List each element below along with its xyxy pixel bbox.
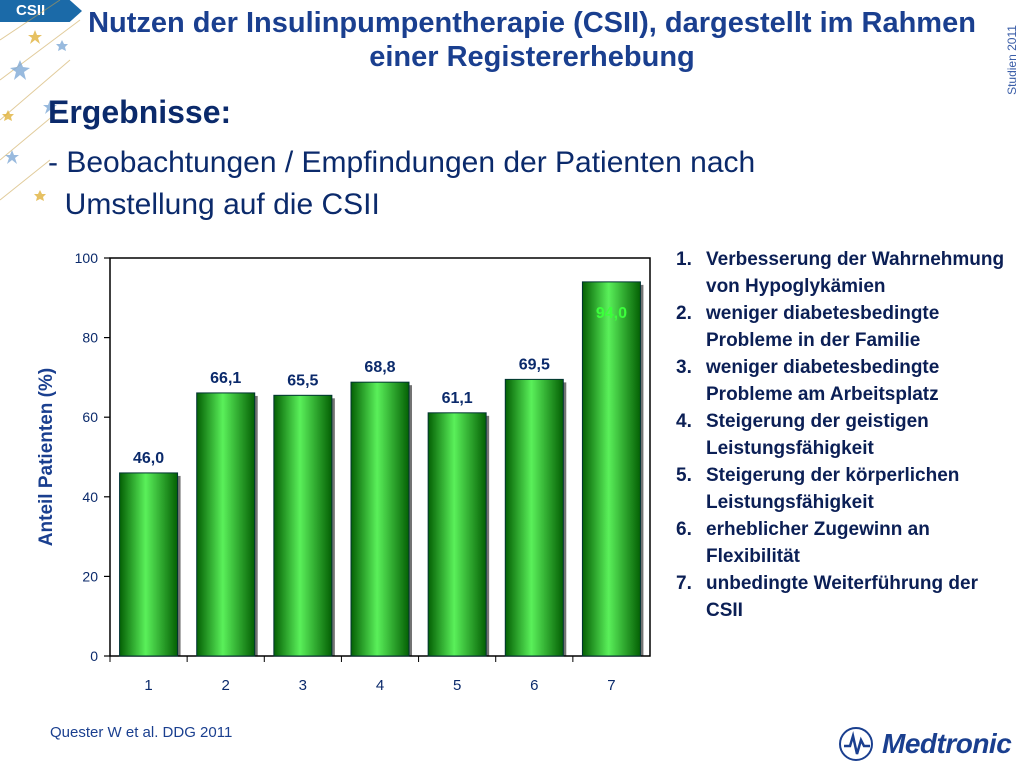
x-tick-label: 5 — [453, 677, 461, 694]
medtronic-logo: Medtronic — [836, 724, 1012, 764]
x-tick-label: 2 — [222, 677, 230, 694]
bar — [350, 381, 410, 657]
medtronic-logo-text: Medtronic — [882, 728, 1012, 759]
side-label-text: Studien 2011 — [1005, 25, 1019, 95]
medtronic-logo-icon — [839, 727, 873, 761]
bar-value-label: 94,0 — [596, 305, 627, 322]
legend-item: 4. Steigerung der geistigen Leistungsfähi… — [676, 408, 1006, 462]
bar-value-label: 68,8 — [364, 359, 395, 376]
legend-item-number: 3. — [676, 357, 692, 378]
legend-item-number: 1. — [676, 249, 692, 270]
x-tick-label: 1 — [144, 677, 152, 694]
bar-value-label: 61,1 — [442, 390, 473, 407]
bar-value-label: 66,1 — [210, 370, 241, 387]
bar — [196, 392, 256, 657]
bar-value-label: 69,5 — [519, 356, 550, 373]
bar-value-label: 46,0 — [133, 450, 164, 467]
y-tick-label: 0 — [90, 648, 98, 664]
y-axis-label: Anteil Patienten (%) — [36, 368, 57, 546]
y-tick-label: 40 — [82, 489, 98, 505]
y-tick-label: 20 — [82, 568, 98, 584]
bar — [273, 394, 333, 657]
source-citation: Quester W et al. DDG 2011 — [50, 724, 233, 741]
y-tick-label: 100 — [75, 250, 99, 266]
bar — [427, 412, 487, 657]
bar-chart: 0 20 40 60 80 100 Anteil Patienten (%) 46,0 1 66,… — [36, 250, 651, 694]
legend-item: 1. Verbesserung der Wahrnehmung von Hypog… — [676, 246, 1006, 300]
legend-item-number: 6. — [676, 519, 692, 540]
x-tick-label: 6 — [530, 677, 538, 694]
subheading-text: - Beobachtungen / Empfindungen der Patie… — [48, 146, 756, 221]
legend-item-text: Steigerung der geistigen Leistungsfähigk… — [706, 411, 929, 459]
category-legend: 1. Verbesserung der Wahrnehmung von Hypog… — [676, 246, 1006, 624]
bar — [119, 472, 179, 657]
legend-item: 5. Steigerung der körperlichen Leistungsf… — [676, 462, 1006, 516]
x-tick-label: 4 — [376, 677, 384, 694]
legend-item-text: Steigerung der körperlichen Leistungsfäh… — [706, 465, 960, 513]
legend-item: 3. weniger diabetesbedingte Probleme am … — [676, 354, 1006, 408]
legend-item-number: 2. — [676, 303, 692, 324]
bar — [504, 378, 564, 657]
section-heading: Ergebnisse: — [48, 94, 232, 130]
bar — [581, 281, 641, 657]
legend-item-number: 7. — [676, 573, 692, 594]
legend-item-text: unbedingte Weiterführung der CSII — [706, 573, 978, 621]
legend-item-number: 4. — [676, 411, 692, 432]
legend-item-text: erheblicher Zugewinn an Flexibilität — [706, 519, 930, 567]
legend-item: 7. unbedingte Weiterführung der CSII — [676, 570, 1006, 624]
legend-item: 6. erheblicher Zugewinn an Flexibilität — [676, 516, 1006, 570]
side-label: Studien 2011 — [1002, 10, 1022, 110]
slide-title: Nutzen der Insulinpumpentherapie (CSII),… — [88, 7, 976, 73]
x-tick-label: 3 — [299, 677, 307, 694]
decorative-stars-graphic — [0, 0, 81, 201]
legend-item-number: 5. — [676, 465, 692, 486]
section-subheading: - Beobachtungen / Empfindungen der Patie… — [48, 142, 928, 226]
y-tick-label: 80 — [82, 330, 98, 346]
bar-value-label: 65,5 — [287, 372, 318, 389]
legend-item-text: Verbesserung der Wahrnehmung von Hypogly… — [706, 249, 1005, 297]
x-tick-label: 7 — [607, 677, 615, 694]
y-tick-label: 60 — [82, 409, 98, 425]
legend-item-text: weniger diabetesbedingte Probleme am Arb… — [706, 357, 940, 405]
legend-item: 2. weniger diabetesbedingte Probleme in d… — [676, 300, 1006, 354]
legend-item-text: weniger diabetesbedingte Probleme in der… — [706, 303, 940, 351]
subheading-line: - Beobachtungen / Empfindungen der Patie… — [48, 142, 928, 226]
